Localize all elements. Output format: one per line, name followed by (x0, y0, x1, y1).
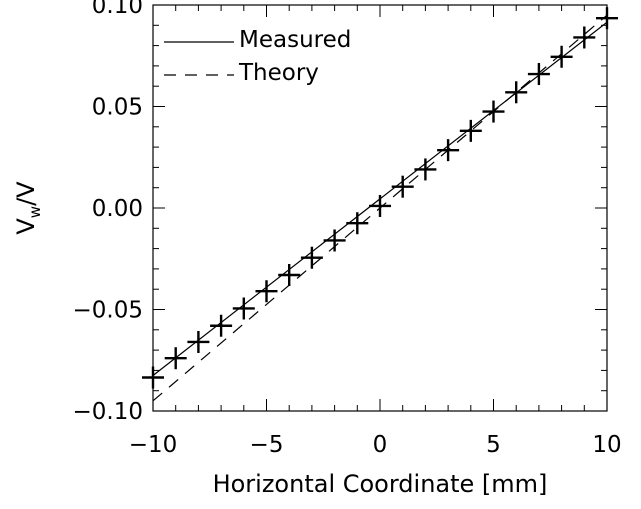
y-tick-label: 0.00 (92, 196, 143, 222)
data-point (414, 158, 437, 181)
x-tick-label: 10 (592, 432, 621, 458)
y-tick-label: 0.05 (92, 95, 143, 121)
data-point (573, 26, 596, 49)
data-point (391, 175, 414, 198)
data-point (278, 263, 301, 286)
data-point (300, 246, 323, 269)
data-point (505, 81, 528, 104)
x-tick-label: −5 (250, 432, 284, 458)
x-tick-label: −10 (129, 432, 178, 458)
legend: Measured Theory (164, 27, 351, 86)
data-point (437, 139, 460, 162)
data-point (187, 330, 210, 353)
data-point (255, 280, 278, 303)
y-tick-label: −0.10 (73, 399, 143, 425)
data-point (459, 119, 482, 142)
data-point (346, 212, 369, 235)
data-point (369, 194, 391, 217)
data-point (596, 7, 618, 30)
points-layer (142, 7, 618, 389)
data-point (482, 100, 505, 123)
x-axis-label: Horizontal Coordinate [mm] (213, 470, 548, 498)
y-tick-label: 0.10 (92, 0, 143, 19)
legend-label-theory: Theory (238, 60, 319, 86)
data-point (323, 229, 346, 252)
data-point (527, 63, 550, 86)
y-axis-label: Vw/V (12, 181, 44, 235)
data-point (210, 314, 233, 337)
legend-label-measured: Measured (239, 27, 351, 53)
data-point (550, 45, 573, 68)
y-tick-label: −0.05 (73, 298, 143, 324)
data-point (164, 347, 187, 370)
svg-text:Vw/V: Vw/V (12, 181, 44, 235)
x-tick-label: 0 (373, 432, 388, 458)
ticks-layer: −10 −5 0 5 10 −0.10 −0.05 0.00 0.05 0.10 (73, 0, 622, 458)
data-point (142, 366, 164, 389)
x-tick-label: 5 (486, 432, 501, 458)
data-point (232, 297, 255, 320)
